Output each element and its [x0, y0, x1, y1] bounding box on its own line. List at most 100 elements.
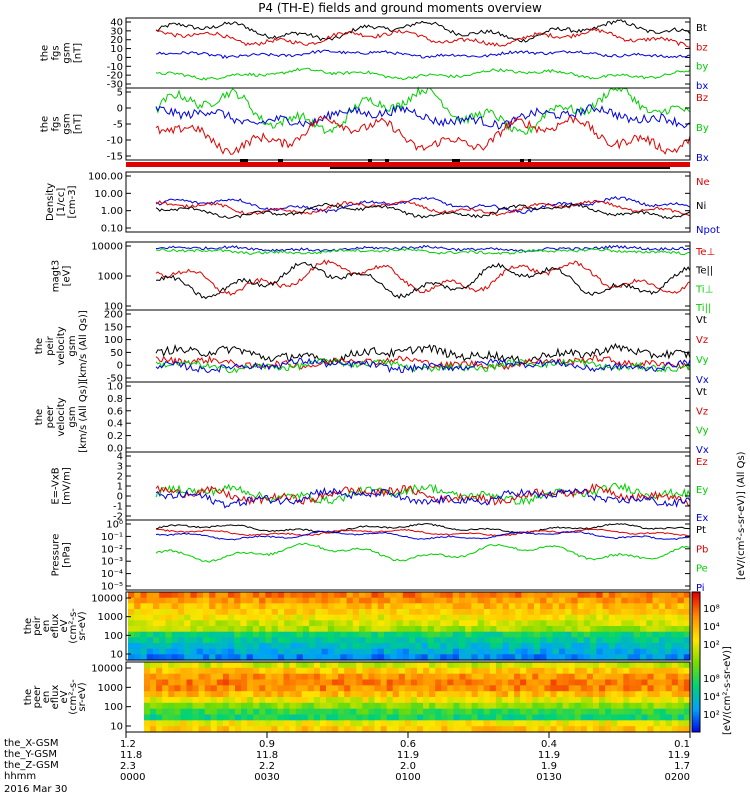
spectrogram-cell — [434, 626, 441, 633]
spectrogram-cell — [284, 603, 291, 610]
spectrogram-cell — [538, 702, 545, 710]
spectrogram-cell — [404, 685, 412, 692]
spectrogram-cell — [477, 679, 485, 686]
spectrogram-cell — [459, 708, 467, 716]
spectrogram-cell — [558, 592, 566, 599]
spectrogram-cell — [221, 643, 229, 650]
spectrogram-cell — [592, 673, 600, 681]
spectrogram-cell — [246, 626, 254, 633]
spectrogram-cell — [495, 679, 503, 686]
spectrogram-cell — [153, 637, 160, 644]
spectrogram-cell — [334, 631, 341, 638]
series-line-peir-velocity-2 — [155, 358, 691, 374]
colorbar-cell — [692, 670, 700, 673]
spectrogram-cell — [156, 662, 163, 669]
spectrogram-cell — [259, 603, 266, 610]
spectrogram-cell — [527, 597, 535, 604]
legend-Npot: Npot — [696, 225, 720, 236]
spectrogram-cell — [362, 714, 370, 721]
spectrogram-cell — [608, 637, 616, 644]
spectrogram-cell — [435, 673, 442, 681]
spectrogram-cell — [496, 654, 504, 661]
spectrogram-cell — [216, 697, 224, 704]
spectrogram-cell — [633, 637, 641, 644]
spectrogram-cell — [496, 614, 504, 621]
spectrogram-cell — [477, 667, 485, 675]
spectrogram-cell — [568, 702, 576, 710]
ephem-label-time: hhmm — [4, 771, 37, 782]
spectrogram-cell — [429, 662, 436, 669]
spectrogram-cell — [552, 609, 560, 616]
spectrogram-cell — [527, 637, 535, 644]
spectrogram-cell — [508, 726, 515, 733]
spectrogram-cell — [190, 609, 198, 616]
spectrogram-cell — [283, 726, 291, 733]
spectrogram-cell — [356, 667, 363, 675]
colorbar-cell — [692, 714, 700, 717]
spectrogram-cell — [502, 654, 510, 661]
ephem-value: 0130 — [536, 772, 561, 783]
spectrogram-cell — [671, 708, 679, 716]
colorbar-cell — [692, 710, 700, 713]
spectrogram-cell — [446, 603, 454, 610]
spectrogram-cell — [289, 708, 297, 716]
spectrogram-cell — [623, 662, 630, 669]
legend-Pt: Pt — [696, 525, 706, 536]
spectrogram-cell — [477, 697, 485, 704]
spectrogram-cell — [356, 708, 363, 716]
spectrogram-cell — [247, 697, 254, 704]
y-axis-label-line: [eV] — [62, 266, 73, 287]
spectrogram-cell — [321, 614, 329, 621]
spectrogram-cell — [277, 679, 285, 686]
spectrogram-cell — [290, 620, 298, 627]
spectrogram-cell — [440, 631, 447, 638]
spectrogram-cell — [552, 648, 560, 655]
spectrogram-cell — [365, 626, 373, 633]
spectrogram-cell — [550, 691, 558, 698]
spectrogram-cell — [659, 720, 667, 727]
spectrogram-cell — [496, 637, 504, 644]
colorbar-tick-label: 10² — [703, 640, 720, 651]
spectrogram-cell — [259, 685, 266, 692]
spectrogram-cell — [334, 637, 341, 644]
spectrogram-cell — [196, 597, 204, 604]
spectrogram-cell — [605, 720, 612, 727]
spectrogram-cell — [234, 597, 241, 604]
spectrogram-cell — [380, 708, 388, 716]
spectrogram-cell — [184, 626, 191, 633]
spectrogram-cell — [483, 673, 491, 681]
spectrogram-cell — [290, 603, 298, 610]
spectrogram-cell — [159, 654, 166, 661]
spectrogram-cell — [683, 726, 691, 733]
spectrogram-cell — [356, 685, 363, 692]
spectrogram-cell — [192, 667, 200, 675]
spectrogram-cell — [352, 643, 360, 650]
spectrogram-cell — [653, 720, 661, 727]
spectrogram-cell — [602, 609, 610, 616]
colorbar-cell — [692, 696, 700, 699]
spectrogram-cell — [677, 648, 685, 655]
spectrogram-cell — [602, 643, 610, 650]
spectrogram-cell — [415, 620, 422, 627]
spectrogram-cell — [235, 714, 242, 721]
spectrogram-cell — [608, 620, 616, 627]
spectrogram-cell — [533, 626, 541, 633]
spectrogram-cell — [252, 626, 260, 633]
spectrogram-cell — [140, 654, 148, 661]
spectrogram-cell — [334, 643, 341, 650]
spectrogram-cell — [404, 697, 412, 704]
spectrogram-cell — [396, 637, 404, 644]
spectrogram-cell — [574, 697, 582, 704]
spectrogram-cell — [447, 691, 454, 698]
legend-bz: bz — [696, 42, 708, 53]
legend-Vt: Vt — [696, 387, 707, 398]
spectrogram-cell — [253, 685, 260, 692]
spectrogram-cell — [153, 603, 160, 610]
spectrogram-cell — [671, 667, 679, 675]
spectrogram-cell — [301, 691, 309, 698]
spectrogram-cell — [404, 702, 412, 710]
ephem-value: 11.9 — [397, 750, 419, 761]
spectrogram-cell — [586, 720, 594, 727]
spectrogram-cell — [344, 673, 351, 681]
